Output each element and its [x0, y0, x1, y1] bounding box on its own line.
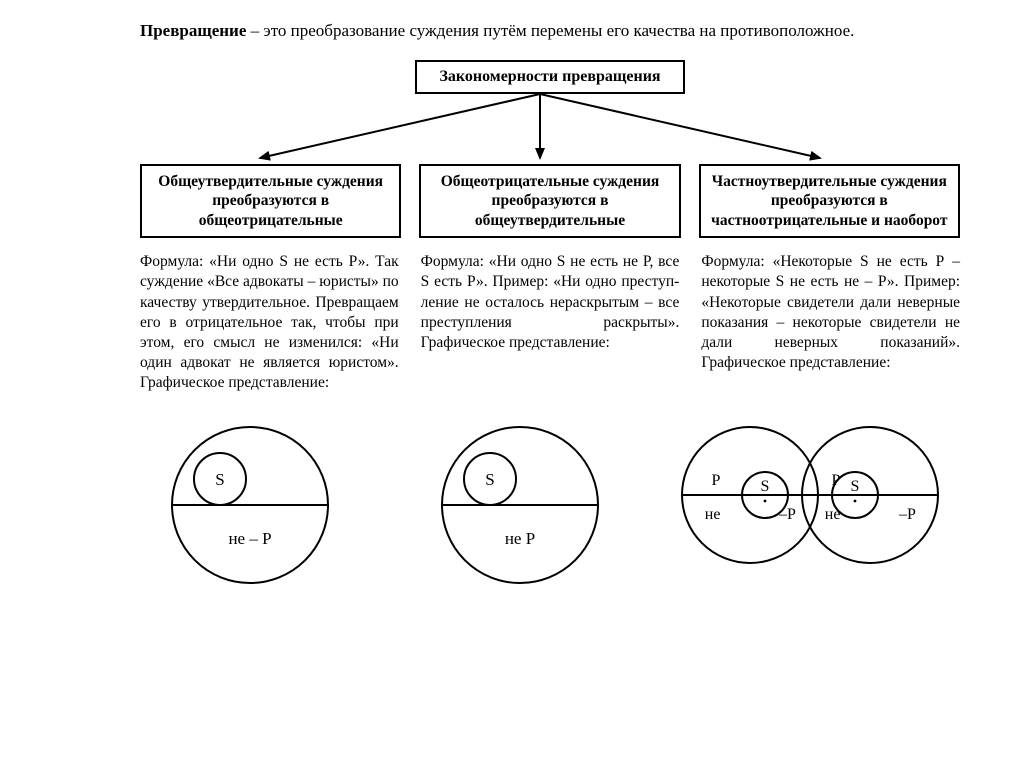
svg-text:не Р: не Р [505, 529, 535, 548]
definition: Превращение – это преобразование суждени… [140, 20, 960, 42]
svg-text:P: P [712, 472, 721, 489]
definition-term: Превращение [140, 21, 246, 40]
columns-row: Формула: «Ни одно S не есть Р». Так сужд… [140, 252, 960, 393]
column-text-3: Формула: «Некоторые S не есть Р – некото… [701, 252, 960, 393]
venn-diagram-3: PSне–РPSне–Р [660, 423, 960, 573]
svg-text:S: S [485, 470, 494, 489]
venn-diagram-1: Sне – Р [150, 423, 350, 593]
svg-text:S: S [215, 470, 224, 489]
top-box: Закономерности превращения [415, 60, 684, 94]
svg-text:не – Р: не – Р [228, 529, 271, 548]
svg-text:–Р: –Р [898, 506, 916, 523]
column-text-1: Формула: «Ни одно S не есть Р». Так сужд… [140, 252, 399, 393]
arrows [140, 94, 960, 164]
svg-text:S: S [761, 478, 770, 495]
category-row: Общеутвердительные суждения преобразуютс… [140, 164, 960, 238]
venn-diagram-2: Sне Р [420, 423, 620, 593]
category-box-3: Частноутвердительные суждения преобразую… [699, 164, 960, 238]
svg-text:P: P [832, 472, 841, 489]
svg-text:не: не [825, 506, 841, 523]
category-box-2: Общеотрицательные суждения преобразуются… [419, 164, 680, 238]
svg-text:не: не [705, 506, 721, 523]
svg-text:S: S [851, 478, 860, 495]
column-text-2: Формула: «Ни одно S не есть не Р, все S … [421, 252, 680, 393]
category-box-1: Общеутвердительные суждения преобразуютс… [140, 164, 401, 238]
definition-rest: – это преобразование суждения путём пере… [246, 21, 854, 40]
svg-text:–Р: –Р [778, 506, 796, 523]
diagrams-row: Sне – Р Sне Р PSне–РPSне–Р [140, 423, 960, 593]
